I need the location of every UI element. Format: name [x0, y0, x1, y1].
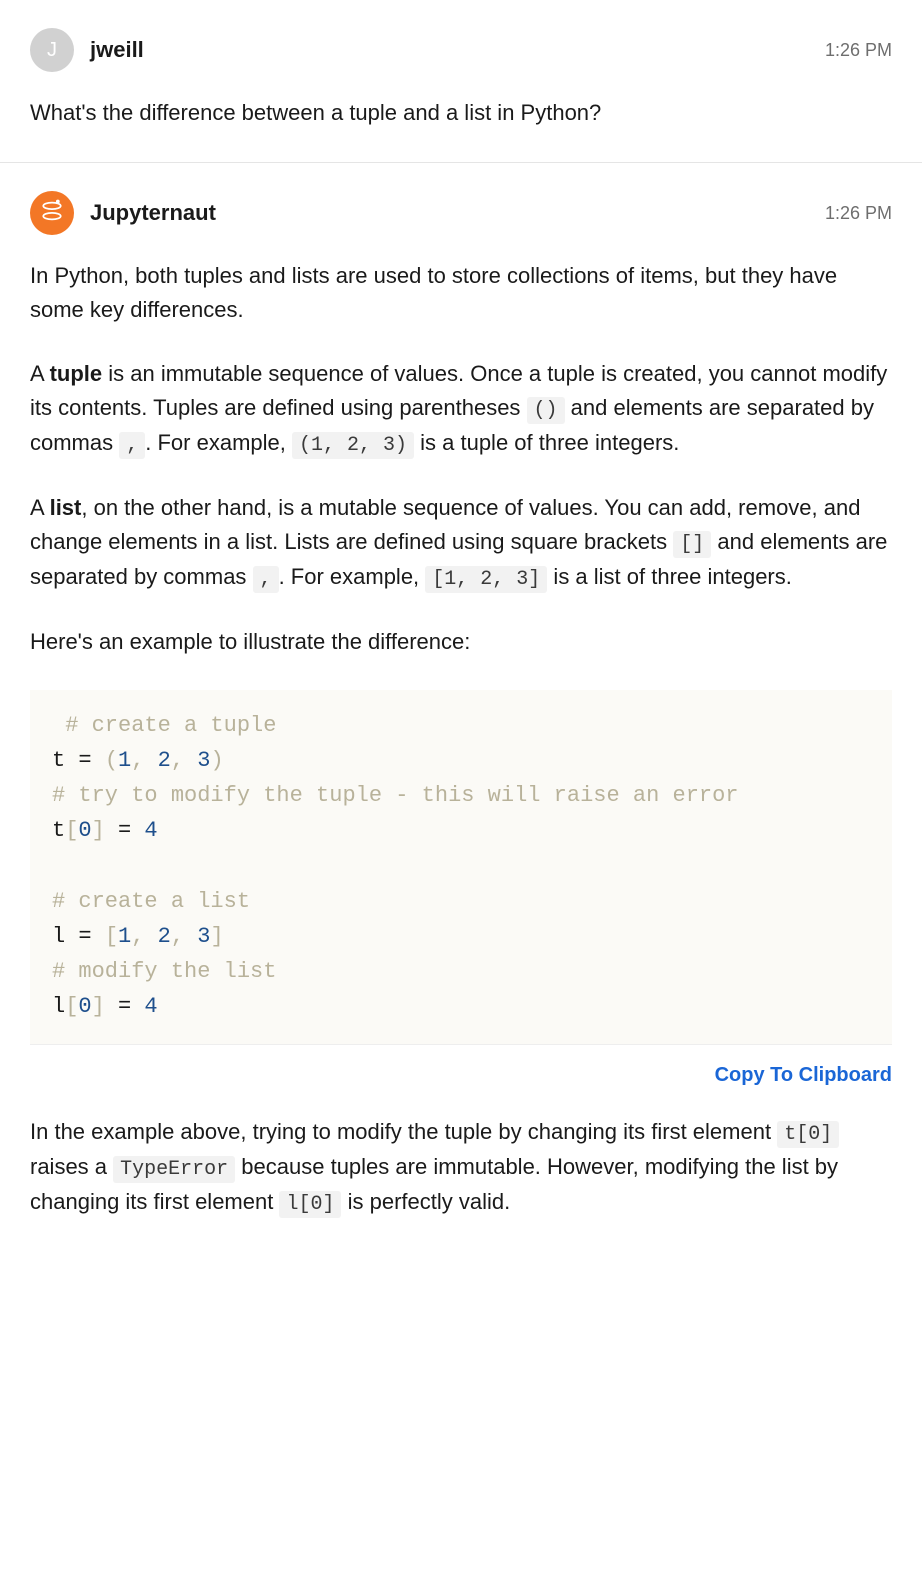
user-message: J jweill 1:26 PM What's the difference b…	[0, 0, 922, 163]
brackets-code: []	[673, 531, 711, 558]
code-block-wrapper: # create a tuple t = (1, 2, 3) # try to …	[30, 690, 892, 1046]
list-strong: list	[50, 495, 82, 520]
bot-para-example-intro: Here's an example to illustrate the diff…	[30, 625, 892, 659]
copy-link-row: Copy To Clipboard	[30, 1057, 892, 1091]
jupyter-icon	[36, 195, 68, 232]
comma-code-2: ,	[253, 566, 279, 593]
comma-code: ,	[119, 432, 145, 459]
code-comment: # modify the list	[52, 959, 276, 984]
bot-username: Jupyternaut	[90, 200, 216, 226]
l0-code: l[0]	[279, 1191, 341, 1218]
bot-message-header: Jupyternaut 1:26 PM	[30, 191, 892, 235]
bot-avatar	[30, 191, 74, 235]
user-avatar: J	[30, 28, 74, 72]
list-example-code: [1, 2, 3]	[425, 566, 547, 593]
user-message-body: What's the difference between a tuple an…	[30, 96, 892, 130]
typeerror-code: TypeError	[113, 1156, 235, 1183]
user-avatar-letter: J	[47, 39, 57, 62]
user-timestamp: 1:26 PM	[825, 40, 892, 61]
copy-to-clipboard-button[interactable]: Copy To Clipboard	[715, 1064, 892, 1086]
bot-para-explanation: In the example above, trying to modify t…	[30, 1115, 892, 1220]
code-comment: # create a tuple	[65, 713, 276, 738]
bot-message-body: In Python, both tuples and lists are use…	[30, 259, 892, 1220]
bot-timestamp: 1:26 PM	[825, 203, 892, 224]
user-username: jweill	[90, 37, 144, 63]
code-comment: # try to modify the tuple - this will ra…	[52, 783, 739, 808]
bot-para-tuple: A tuple is an immutable sequence of valu…	[30, 357, 892, 461]
bot-message: Jupyternaut 1:26 PM In Python, both tupl…	[0, 163, 922, 1252]
user-message-header: J jweill 1:26 PM	[30, 28, 892, 72]
bot-para-intro: In Python, both tuples and lists are use…	[30, 259, 892, 327]
parens-code: ()	[527, 397, 565, 424]
t0-code: t[0]	[777, 1121, 839, 1148]
code-block[interactable]: # create a tuple t = (1, 2, 3) # try to …	[30, 690, 892, 1046]
code-comment: # create a list	[52, 889, 250, 914]
user-header-left: J jweill	[30, 28, 144, 72]
bot-header-left: Jupyternaut	[30, 191, 216, 235]
user-question-text: What's the difference between a tuple an…	[30, 96, 892, 130]
tuple-strong: tuple	[50, 361, 103, 386]
bot-para-list: A list, on the other hand, is a mutable …	[30, 491, 892, 595]
tuple-example-code: (1, 2, 3)	[292, 432, 414, 459]
